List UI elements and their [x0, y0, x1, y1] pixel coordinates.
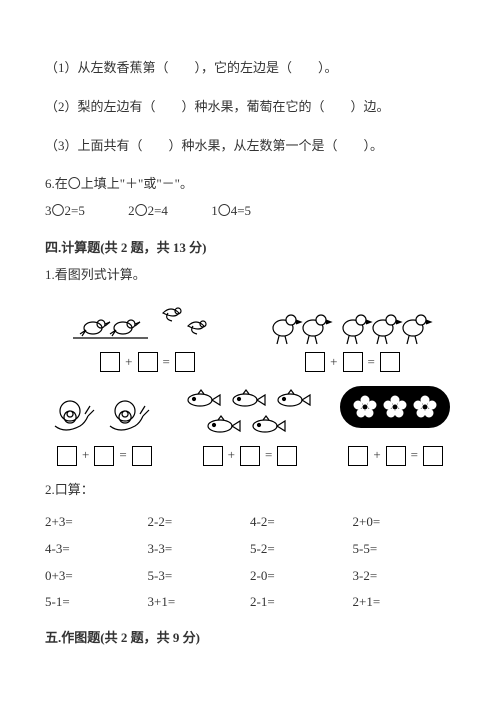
section-4-title: 四.计算题(共 2 题，共 13 分): [45, 238, 455, 259]
birds-illustration: [68, 298, 218, 348]
q6-item-b: 2〇2=4: [128, 203, 168, 218]
question-1: （1）从左数香蕉第（ ），它的左边是（ ）。: [45, 58, 455, 79]
section-4-q2: 2.口算：: [45, 480, 455, 501]
ks-1-3: 5-5=: [353, 539, 456, 560]
ks-0-0: 2+3=: [45, 512, 148, 533]
chicks-illustration: [263, 298, 433, 348]
fish-illustration: [180, 386, 320, 441]
section-4-q1: 1.看图列式计算。: [45, 265, 455, 286]
equation-chicks: +=: [303, 352, 402, 373]
question-6: 6.在〇上填上"＋"或"－"。 3〇2=5 2〇2=4 1〇4=5: [45, 174, 455, 222]
snails-illustration: [50, 386, 160, 441]
equation-snails: +=: [55, 445, 154, 466]
ks-0-3: 2+0=: [353, 512, 456, 533]
eq-row-1: += +=: [45, 352, 455, 373]
q6-item-c: 1〇4=5: [211, 203, 251, 218]
ks-3-2: 2-1=: [250, 592, 353, 613]
kousuan-grid: 2+3= 2-2= 4-2= 2+0= 4-3= 3-3= 5-2= 5-5= …: [45, 509, 455, 616]
illus-row-2: [45, 386, 455, 441]
ks-2-1: 5-3=: [148, 566, 251, 587]
ks-1-1: 3-3=: [148, 539, 251, 560]
ks-2-3: 3-2=: [353, 566, 456, 587]
section-5-title: 五.作图题(共 2 题，共 9 分): [45, 628, 455, 649]
q6-item-a: 3〇2=5: [45, 203, 85, 218]
eq-row-2: += += +=: [45, 445, 455, 466]
illus-row-1: [45, 298, 455, 348]
ks-3-1: 3+1=: [148, 592, 251, 613]
ks-1-0: 4-3=: [45, 539, 148, 560]
ks-2-0: 0+3=: [45, 566, 148, 587]
ks-3-3: 2+1=: [353, 592, 456, 613]
ks-0-2: 4-2=: [250, 512, 353, 533]
ks-0-1: 2-2=: [148, 512, 251, 533]
equation-flowers: +=: [346, 445, 445, 466]
q6-title: 6.在〇上填上"＋"或"－"。: [45, 174, 455, 195]
question-3: （3）上面共有（ ）种水果，从左数第一个是（ ）。: [45, 136, 455, 157]
ks-3-0: 5-1=: [45, 592, 148, 613]
ks-2-2: 2-0=: [250, 566, 353, 587]
question-2: （2）梨的左边有（ ）种水果，葡萄在它的（ ）边。: [45, 97, 455, 118]
ks-1-2: 5-2=: [250, 539, 353, 560]
equation-birds: +=: [98, 352, 197, 373]
equation-fish: +=: [201, 445, 300, 466]
flowers-illustration: [340, 386, 450, 441]
